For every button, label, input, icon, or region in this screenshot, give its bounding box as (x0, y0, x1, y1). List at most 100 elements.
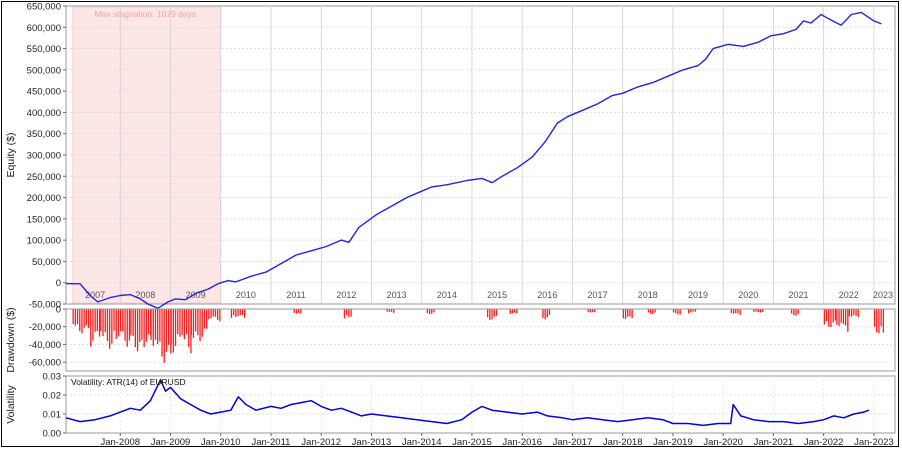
drawdown-bar (92, 309, 94, 341)
drawdown-bar (96, 309, 98, 332)
drawdown-bar (81, 309, 83, 334)
drawdown-bar (495, 309, 498, 316)
x-tick-label: Jan-2010 (201, 437, 241, 448)
drawdown-bar (83, 309, 85, 328)
drawdown-bar (739, 309, 741, 316)
year-label: 2022 (839, 290, 859, 300)
drawdown-bar (544, 309, 546, 320)
drawdown-bar (836, 309, 838, 325)
drawdown-bar (190, 309, 192, 335)
drawdown-bar (212, 309, 214, 317)
drawdown-bar (79, 309, 81, 332)
drawdown-bar (201, 309, 203, 337)
volatility-legend: Volatility: ATR(14) of EURUSD (71, 377, 186, 387)
drawdown-bar (219, 309, 221, 322)
drawdown-bar (157, 309, 159, 344)
equity-axis-label: Equity ($) (5, 133, 17, 178)
drawdown-bar (237, 309, 239, 317)
drawdown-bar (652, 309, 654, 314)
drawdown-bar (203, 309, 206, 329)
drawdown-bar (185, 309, 188, 335)
drawdown-bar (431, 309, 433, 314)
drawdown-bar (147, 309, 150, 335)
equity-y-tick-label: 100,000 (27, 236, 61, 247)
drawdown-y-tick-label: -40,000 (29, 340, 61, 351)
drawdown-bar (791, 309, 793, 314)
drawdown-bar (388, 309, 390, 312)
drawdown-bar (679, 309, 681, 315)
drawdown-bar (795, 309, 797, 316)
drawdown-bar (239, 309, 241, 316)
equity-panel: Max stagnation: 1079 days 650,000 600,000 5… (5, 2, 896, 311)
drawdown-bar (386, 309, 388, 312)
equity-y-tick-label: 250,000 (27, 172, 61, 183)
drawdown-bar (428, 309, 431, 315)
volatility-line (65, 379, 870, 427)
drawdown-bar (195, 309, 197, 332)
drawdown-bar (647, 309, 650, 313)
drawdown-bar (132, 309, 134, 336)
drawdown-bar (514, 309, 516, 313)
drawdown-bar (548, 309, 551, 315)
drawdown-bar (141, 309, 143, 340)
drawdown-bar (98, 309, 101, 337)
drawdown-bar (159, 309, 161, 342)
x-tick-label: Jan-2022 (804, 437, 844, 448)
drawdown-bar (393, 309, 395, 314)
drawdown-bar (629, 309, 631, 317)
year-label: 2010 (236, 290, 256, 300)
drawdown-bar (343, 309, 346, 319)
drawdown-bar (857, 309, 859, 318)
drawdown-bar (622, 309, 624, 319)
drawdown-bar (735, 309, 737, 314)
drawdown-bar (183, 309, 185, 340)
drawdown-bar (199, 309, 201, 342)
drawdown-bar (840, 309, 842, 323)
x-tick-label: Jan-2019 (653, 437, 693, 448)
drawdown-bar (823, 309, 825, 325)
x-tick-label: Jan-2009 (151, 437, 191, 448)
volatility-panel: 0.03 0.02 0.01 0.00 Jan-2008 Jan-2009 Jan-2010… (5, 372, 896, 448)
drawdown-bar (134, 309, 136, 347)
x-tick-label: Jan-2017 (553, 437, 593, 448)
drawdown-bar (244, 309, 246, 318)
x-tick-label: Jan-2012 (301, 437, 341, 448)
stagnation-annotation: Max stagnation: 1079 days (95, 9, 197, 19)
drawdown-bar (174, 309, 177, 346)
drawdown-bar (214, 309, 217, 317)
drawdown-bar (74, 309, 76, 326)
drawdown-bar (627, 309, 629, 317)
x-tick-label: Jan-2015 (452, 437, 492, 448)
drawdown-bar (873, 309, 876, 327)
year-label: 2009 (186, 290, 206, 300)
year-label: 2011 (286, 290, 305, 300)
drawdown-bar (851, 309, 853, 317)
volatility-y-tick-label: 0.02 (43, 391, 62, 402)
drawdown-bar (181, 309, 183, 336)
year-label: 2014 (437, 290, 457, 300)
drawdown-bar (128, 309, 131, 341)
drawdown-bar (117, 309, 120, 337)
drawdown-bar (755, 309, 757, 312)
x-tick-label: Jan-2020 (703, 437, 743, 448)
drawdown-bar (832, 309, 834, 323)
drawdown-bar (842, 309, 845, 325)
drawdown-bar (509, 309, 511, 314)
year-label: 2013 (387, 290, 407, 300)
equity-y-tick-label: 200,000 (27, 193, 61, 204)
year-label: 2016 (537, 290, 557, 300)
equity-line (65, 11, 882, 309)
drawdown-bar (834, 309, 836, 321)
drawdown-bar (145, 309, 147, 342)
year-label: 2017 (588, 290, 608, 300)
drawdown-bar (230, 309, 233, 318)
drawdown-bar (295, 309, 298, 314)
drawdown-bar (100, 309, 102, 332)
equity-y-tick-label: 300,000 (27, 151, 61, 162)
drawdown-bar (109, 309, 111, 349)
year-label: 2008 (135, 290, 155, 300)
volatility-axis-label: Volatility (5, 384, 17, 423)
drawdown-bar (848, 309, 851, 317)
drawdown-bar (170, 309, 172, 346)
drawdown-bar (631, 309, 633, 318)
